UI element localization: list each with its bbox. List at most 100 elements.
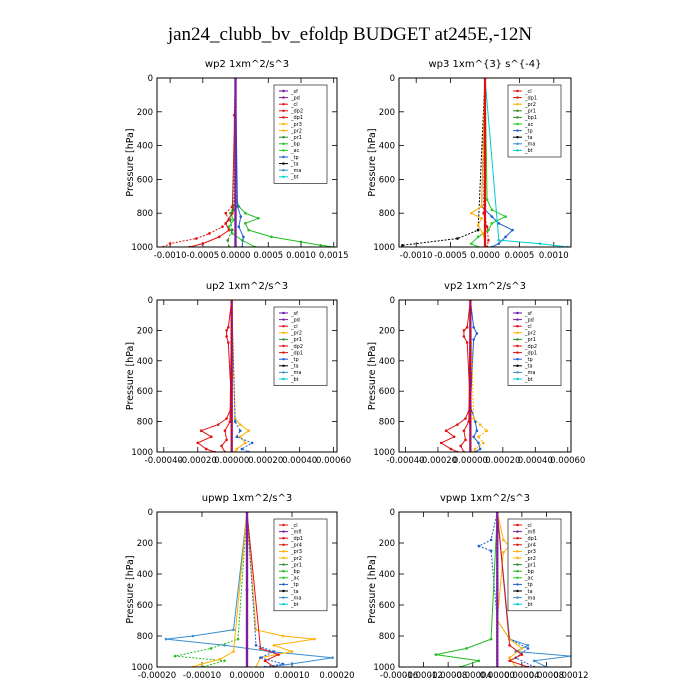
data-point (236, 205, 239, 208)
data-point (476, 235, 480, 239)
data-point (331, 656, 334, 659)
legend-marker (282, 122, 285, 126)
legend-label: _tp (524, 128, 533, 134)
legend-label: _ta (290, 161, 299, 167)
y-tick-label: 200 (379, 539, 395, 549)
panel-title: vp2 1xm^2/s^3 (444, 281, 526, 292)
data-point (477, 435, 480, 439)
chart-panel-2: wp3 1xm^{3} s^{-4} Pressure [hPa] 0 200 400 6… (367, 59, 572, 261)
legend-marker (516, 583, 519, 586)
y-tick-label: 1000 (373, 243, 395, 253)
y-tick-label: 400 (379, 570, 395, 580)
legend-label: _ac (524, 122, 534, 128)
y-axis-label: Pressure [hPa] (125, 342, 136, 410)
legend-label: _pr1 (524, 109, 536, 115)
data-point (489, 637, 493, 641)
data-point (242, 235, 245, 239)
legend-label: _pd (524, 317, 534, 323)
legend-marker (282, 523, 285, 527)
legend-marker (282, 550, 285, 553)
y-tick-label: 600 (379, 387, 395, 397)
x-tick-label: 0.00060 (316, 456, 351, 466)
legend-marker (282, 344, 285, 348)
x-tick-label: -0.0010 (400, 251, 433, 261)
data-point (281, 634, 285, 638)
data-point (221, 225, 224, 229)
y-tick-label: 0 (390, 74, 395, 84)
legend-label: _ta (290, 364, 299, 370)
series-line-ac (228, 78, 256, 247)
x-tick-label: -0.00012 (404, 671, 442, 681)
legend-label: _pr1 (524, 562, 536, 568)
y-tick-label: 0 (148, 74, 153, 84)
data-point (462, 329, 466, 332)
legend-label: _ta (524, 135, 533, 141)
data-point (224, 222, 228, 225)
data-point (538, 242, 542, 245)
series-line-dp1 (440, 300, 471, 452)
data-point (497, 222, 501, 225)
y-tick-label: 0 (148, 296, 153, 306)
legend-label: _mfl (524, 529, 536, 535)
data-point (227, 326, 230, 329)
data-point (452, 435, 456, 439)
legend-label: _bt (524, 602, 533, 608)
legend-label: _dp1 (524, 350, 537, 356)
legend-label: _tp (524, 357, 533, 363)
legend-marker (282, 570, 285, 573)
y-tick-label: 1000 (131, 663, 153, 673)
data-point (473, 420, 477, 423)
x-tick-label: -0.00010 (183, 671, 221, 681)
data-point (240, 447, 244, 451)
legend-label: _bp (290, 569, 300, 575)
legend-marker (282, 162, 285, 165)
legend-marker (282, 603, 285, 606)
data-point (194, 237, 198, 240)
y-tick-label: 1000 (131, 243, 153, 253)
data-point (508, 656, 511, 659)
x-tick-label: -0.00020 (138, 671, 176, 681)
data-point (208, 232, 211, 235)
series-group (439, 300, 488, 452)
legend-marker (516, 344, 519, 348)
legend-label: _pr3 (290, 122, 302, 128)
legend-marker (516, 543, 519, 546)
data-point (526, 647, 530, 650)
legend-marker (282, 596, 285, 599)
legend-label: _bt (524, 148, 533, 154)
series-group (196, 300, 254, 452)
data-point (476, 223, 480, 227)
x-tick-label: 0.00000 (453, 456, 488, 466)
data-point (487, 238, 490, 242)
legend-label: _tp (290, 582, 299, 588)
legend-marker (516, 103, 519, 106)
legend-marker (282, 576, 285, 579)
y-tick-label: 600 (379, 175, 395, 185)
y-tick-label: 800 (137, 632, 153, 642)
legend-label: _bp (524, 569, 534, 575)
legend-label: _pd (290, 95, 300, 101)
legend-marker (282, 175, 285, 178)
series-group (164, 512, 334, 667)
series-line-dp1 (196, 300, 233, 452)
data-point (218, 657, 222, 661)
data-point (210, 435, 213, 439)
legend-marker (516, 358, 519, 361)
legend-marker (282, 331, 285, 334)
data-point (225, 335, 228, 338)
x-tick-label: 0.0000 (221, 251, 251, 261)
legend-marker (282, 89, 285, 93)
data-point (480, 205, 483, 208)
legend-label: _cl (290, 324, 298, 330)
legend-marker (516, 136, 519, 139)
legend-label: _dp1 (524, 536, 537, 542)
data-point (469, 374, 472, 378)
data-point (477, 659, 481, 663)
y-tick-label: 400 (137, 357, 153, 367)
legend-marker (516, 109, 519, 113)
y-tick-label: 600 (137, 387, 153, 397)
data-point (482, 441, 485, 445)
data-point (200, 662, 204, 666)
data-point (439, 441, 443, 445)
data-point (173, 654, 177, 658)
